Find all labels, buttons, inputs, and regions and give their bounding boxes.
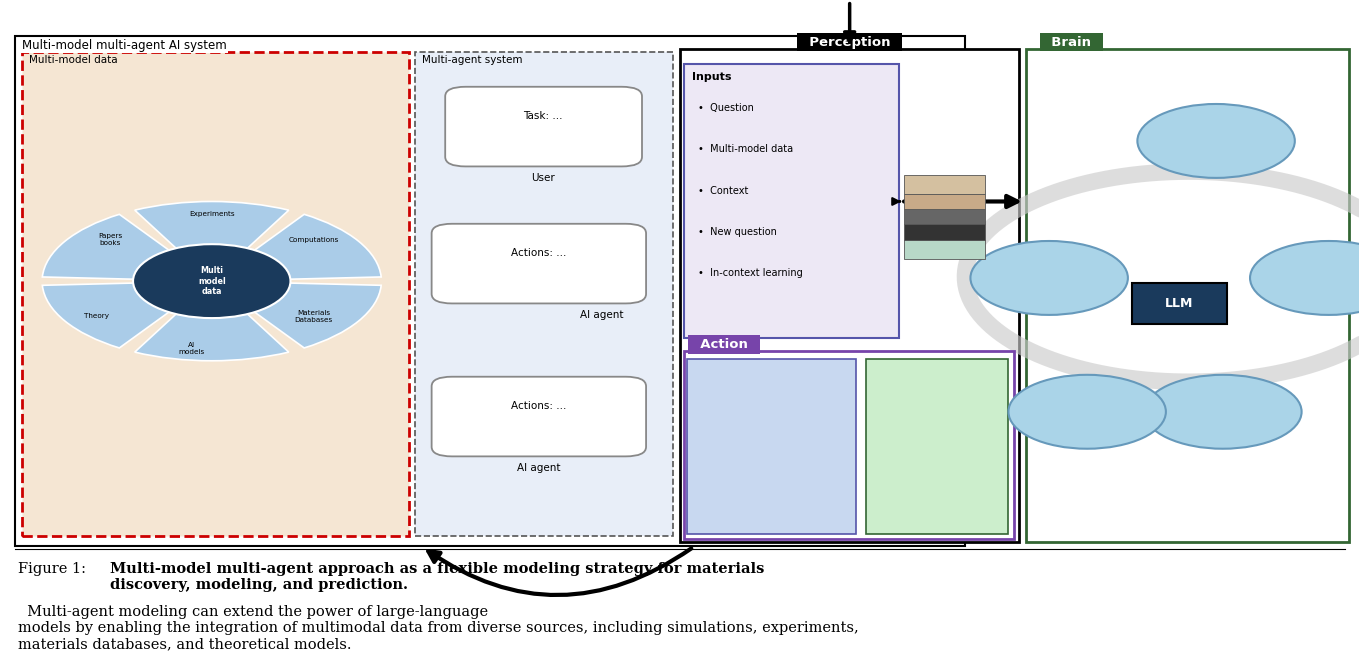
FancyBboxPatch shape: [904, 175, 986, 194]
Text: AI agent: AI agent: [517, 463, 560, 473]
Wedge shape: [135, 281, 288, 361]
FancyBboxPatch shape: [680, 49, 1019, 543]
Text: AI agent: AI agent: [579, 310, 623, 320]
FancyBboxPatch shape: [904, 194, 986, 209]
Text: Multi-model data: Multi-model data: [29, 55, 117, 65]
Text: Papers
books: Papers books: [98, 233, 122, 246]
Text: Tools: Tools: [695, 366, 726, 376]
Text: Inputs: Inputs: [692, 72, 732, 82]
FancyBboxPatch shape: [684, 65, 899, 339]
FancyBboxPatch shape: [415, 51, 673, 536]
Circle shape: [1137, 104, 1295, 178]
Text: •  Experiments: • Experiments: [698, 471, 771, 481]
FancyBboxPatch shape: [22, 51, 408, 536]
Text: Predictions
Develop new
data
Multi-model
data analysis: Predictions Develop new data Multi-model…: [906, 415, 968, 465]
Text: Actions: ...: Actions: ...: [511, 401, 567, 411]
Text: •  New question: • New question: [698, 227, 777, 237]
Text: Materials
Databases: Materials Databases: [294, 310, 333, 323]
Circle shape: [1250, 241, 1360, 315]
Text: •  Context: • Context: [698, 185, 748, 195]
FancyBboxPatch shape: [684, 351, 1013, 539]
Wedge shape: [42, 281, 212, 348]
Text: Computations: Computations: [288, 237, 339, 243]
Circle shape: [971, 241, 1127, 315]
Text: Theory: Theory: [84, 314, 109, 319]
Text: Multi
model
data: Multi model data: [199, 266, 226, 296]
FancyBboxPatch shape: [1132, 282, 1227, 324]
Text: Multi-agent system: Multi-agent system: [422, 55, 522, 65]
Text: Perception: Perception: [800, 36, 899, 49]
FancyBboxPatch shape: [431, 224, 646, 304]
Text: Experiments: Experiments: [189, 211, 234, 217]
FancyBboxPatch shape: [1025, 49, 1349, 543]
Text: •  Question: • Question: [698, 103, 753, 113]
Wedge shape: [212, 214, 381, 281]
Text: Self-correction
and
improvement: Self-correction and improvement: [1057, 397, 1118, 426]
FancyBboxPatch shape: [904, 240, 986, 259]
Text: User: User: [530, 173, 555, 183]
Text: LLM: LLM: [1166, 297, 1194, 310]
FancyBboxPatch shape: [904, 209, 986, 224]
Text: •  AI models: • AI models: [698, 508, 758, 518]
FancyBboxPatch shape: [904, 224, 986, 240]
Text: Multi-agent modeling can extend the power of large-language
models by enabling t: Multi-agent modeling can extend the powe…: [18, 605, 858, 651]
Text: Multi-model multi-agent approach as a flexible modeling strategy for materials
d: Multi-model multi-agent approach as a fl…: [110, 562, 764, 592]
FancyBboxPatch shape: [15, 36, 966, 546]
Circle shape: [1144, 375, 1302, 449]
Wedge shape: [212, 281, 381, 348]
Text: •  In-context learning: • In-context learning: [698, 269, 802, 279]
Circle shape: [133, 244, 291, 318]
Text: Task: ...: Task: ...: [524, 111, 563, 121]
FancyBboxPatch shape: [445, 86, 642, 166]
Text: Multi-model multi-agent AI system: Multi-model multi-agent AI system: [22, 39, 227, 52]
Wedge shape: [135, 201, 288, 281]
Text: Figure 1:: Figure 1:: [18, 562, 95, 576]
FancyBboxPatch shape: [687, 359, 857, 534]
Text: Brain: Brain: [1042, 36, 1100, 49]
Text: Action: Action: [691, 338, 758, 351]
Text: •  Calling API: • Calling API: [698, 397, 762, 407]
FancyBboxPatch shape: [866, 359, 1009, 534]
Text: Knowledge
storage and
retrieval: Knowledge storage and retrieval: [1197, 397, 1248, 426]
Text: Reasoning
and
decision making: Reasoning and decision making: [1180, 126, 1251, 156]
Wedge shape: [42, 214, 212, 281]
Text: Actions: ...: Actions: ...: [511, 248, 567, 258]
Text: Planning: Planning: [1310, 273, 1348, 282]
Text: AI
models: AI models: [178, 341, 204, 354]
Text: •  Multi-model data: • Multi-model data: [698, 144, 793, 154]
Text: •  Physics simulators: • Physics simulators: [698, 434, 801, 444]
Text: Learning
and
Adaptation: Learning and Adaptation: [1025, 263, 1073, 293]
FancyBboxPatch shape: [431, 377, 646, 456]
Circle shape: [1009, 375, 1166, 449]
